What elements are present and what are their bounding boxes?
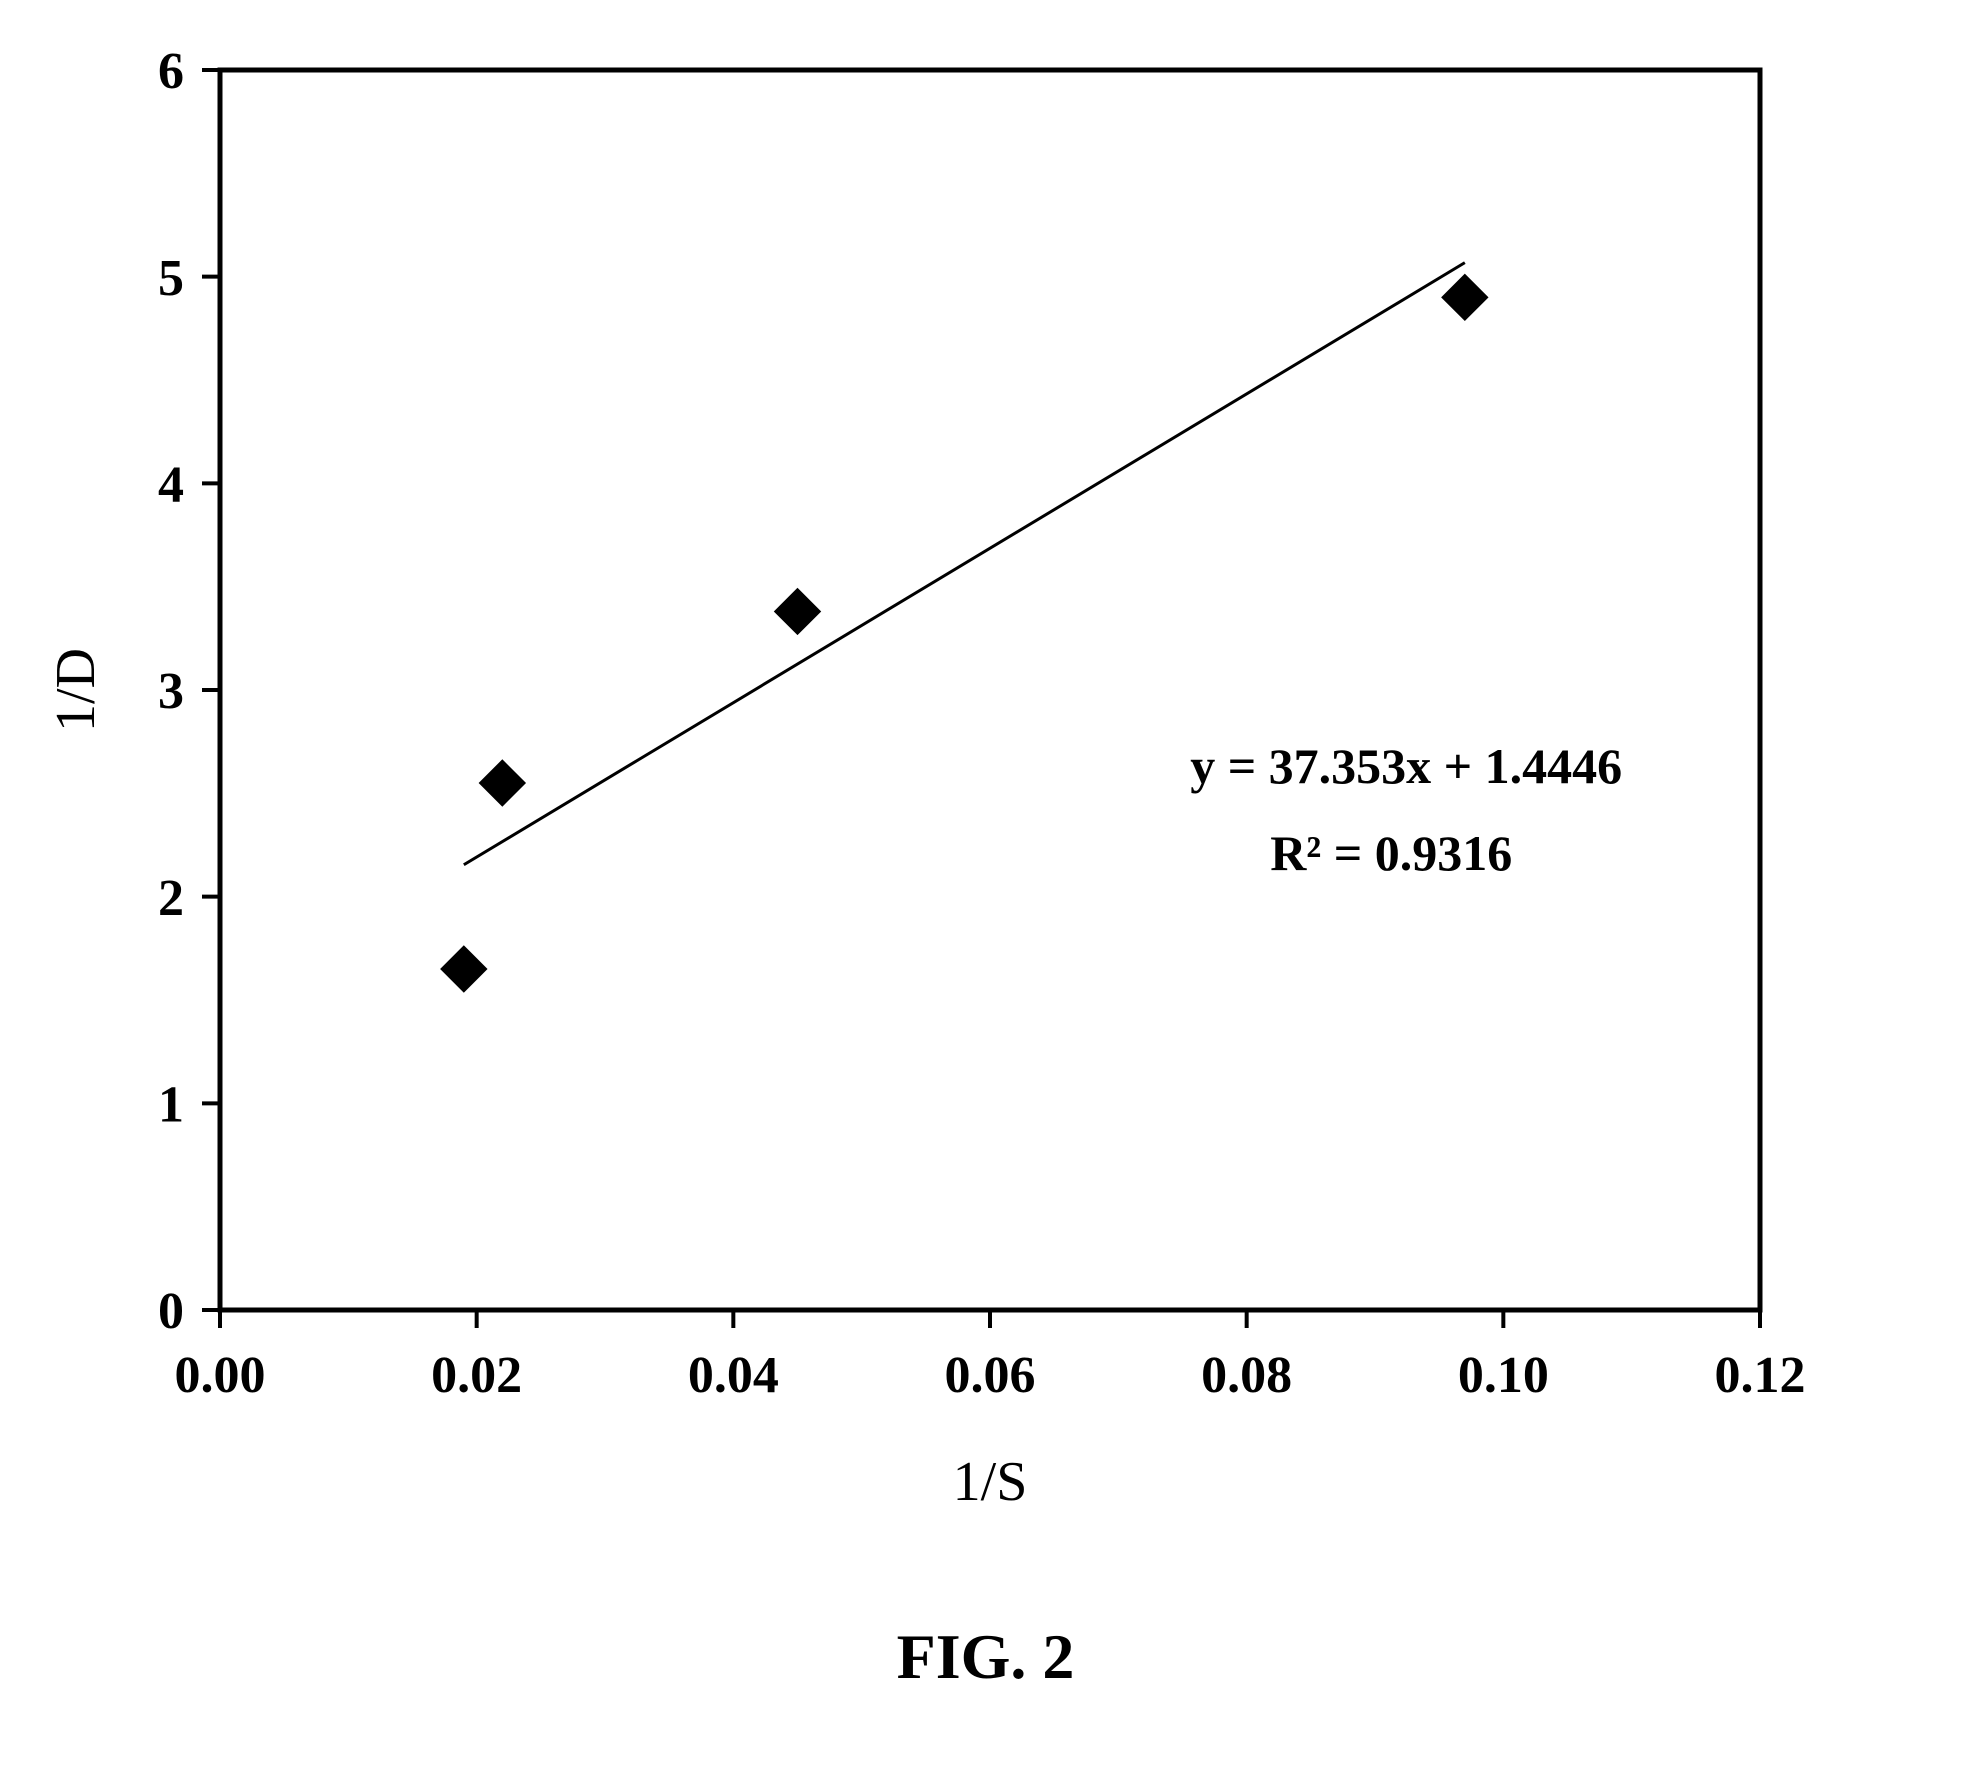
plot-area [220,70,1760,1310]
y-tick-label: 4 [158,457,184,514]
x-tick-label: 0.10 [1458,1347,1549,1404]
figure-caption: FIG. 2 [0,1620,1971,1694]
x-tick-label: 0.08 [1201,1347,1292,1404]
y-tick-label: 5 [158,250,184,307]
y-tick-label: 1 [158,1077,184,1134]
x-tick-label: 0.02 [431,1347,522,1404]
equation-annotation: y = 37.353x + 1.4446 [1190,738,1622,794]
y-axis-label: 1/D [45,648,107,732]
x-axis-label: 1/S [953,1451,1028,1513]
x-tick-label: 0.04 [688,1347,779,1404]
x-tick-label: 0.00 [175,1347,266,1404]
y-tick-label: 3 [158,663,184,720]
y-tick-label: 0 [158,1283,184,1340]
y-tick-label: 2 [158,870,184,927]
scatter-chart: 0.00 0.02 0.04 0.06 0.08 0.10 0.12 0 1 2 3 4 5 6 1/S 1/… [0,0,1971,1772]
r2-annotation: R² = 0.9316 [1270,825,1512,881]
x-tick-label: 0.06 [945,1347,1036,1404]
x-tick-label: 0.12 [1715,1347,1806,1404]
y-tick-label: 6 [158,43,184,100]
